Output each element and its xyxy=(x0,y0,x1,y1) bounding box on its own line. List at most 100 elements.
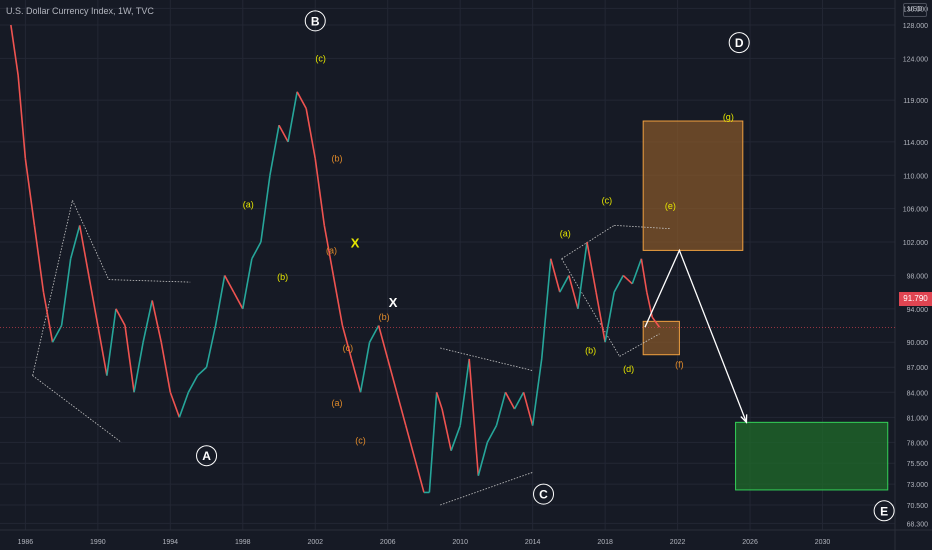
wave-label: (b) xyxy=(277,272,288,282)
x-tick-label: 2010 xyxy=(452,539,468,546)
price-segment xyxy=(142,300,153,343)
price-segment xyxy=(395,392,407,426)
wave-label: X xyxy=(351,236,360,251)
price-segment xyxy=(549,258,561,293)
wave-label-circle xyxy=(533,483,555,505)
wave-label: (c) xyxy=(355,436,366,446)
price-segment xyxy=(377,325,389,360)
y-tick-label: 84.000 xyxy=(907,390,929,397)
y-tick-label: 98.000 xyxy=(907,273,929,280)
price-segment xyxy=(296,91,307,109)
price-segment xyxy=(278,124,289,143)
price-segment xyxy=(459,358,471,426)
price-segment xyxy=(332,275,344,326)
price-segment xyxy=(495,392,507,426)
price-segment xyxy=(577,241,588,309)
price-segment xyxy=(622,274,633,285)
y-tick-label: 119.000 xyxy=(903,98,928,105)
price-segment xyxy=(17,75,27,159)
price-segment xyxy=(124,325,135,393)
wave-label: B xyxy=(311,14,320,28)
price-segment xyxy=(428,392,438,493)
projection-arrow xyxy=(644,248,748,423)
price-segment xyxy=(178,392,190,418)
x-tick-label: 2022 xyxy=(670,539,686,546)
price-segment xyxy=(350,358,362,393)
y-tick-label: 110.000 xyxy=(903,173,928,180)
x-tick-label: 1986 xyxy=(18,539,34,546)
wave-label: (b) xyxy=(379,312,390,322)
wave-label: (d) xyxy=(623,364,634,374)
wave-label: E xyxy=(880,504,888,518)
y-tick-label: 75.500 xyxy=(907,461,929,468)
currency-badge[interactable]: USD xyxy=(903,3,927,17)
price-segment xyxy=(468,358,480,476)
trendline xyxy=(72,200,110,280)
y-tick-label: 68.300 xyxy=(907,521,929,528)
trendline xyxy=(32,375,122,443)
trendline xyxy=(108,279,191,283)
price-segment xyxy=(169,392,181,418)
price-segment xyxy=(604,291,615,343)
wave-label-circle xyxy=(728,32,750,54)
price-segment xyxy=(24,158,36,226)
price-segment xyxy=(196,366,208,377)
x-tick-label: 2030 xyxy=(815,539,831,546)
price-segment xyxy=(640,258,648,293)
price-segment xyxy=(477,442,489,476)
wave-label: (g) xyxy=(723,112,734,122)
wave-label: (a) xyxy=(560,229,571,239)
price-segment xyxy=(435,392,443,410)
price-segment xyxy=(10,24,19,76)
price-segment xyxy=(540,258,552,359)
wave-label: (a) xyxy=(326,245,337,255)
wave-label: (a) xyxy=(331,398,342,408)
price-segment xyxy=(651,316,661,328)
y-tick-label: 94.000 xyxy=(907,307,929,314)
last-price-tag: 91.790 xyxy=(899,292,932,306)
price-segment xyxy=(115,308,126,326)
x-tick-label: 2014 xyxy=(525,539,541,546)
wave-label: (b) xyxy=(585,346,596,356)
price-segment xyxy=(450,425,461,451)
price-segment xyxy=(323,225,335,276)
wave-label: X xyxy=(389,295,398,310)
trendline xyxy=(440,472,533,506)
price-segment xyxy=(305,108,317,159)
wave-label: D xyxy=(735,36,744,50)
x-tick-label: 1990 xyxy=(90,539,106,546)
price-segment xyxy=(486,425,498,443)
price-segment xyxy=(341,325,353,360)
price-segment xyxy=(368,325,380,343)
price-segment xyxy=(241,258,253,309)
wave-label-circle xyxy=(196,445,218,467)
price-segment xyxy=(414,458,425,493)
x-tick-label: 2006 xyxy=(380,539,396,546)
price-segment xyxy=(531,358,543,426)
x-tick-label: 2026 xyxy=(742,539,758,546)
price-segment xyxy=(33,225,45,293)
wave-label-circle xyxy=(873,500,895,522)
y-tick-label: 130.000 xyxy=(903,6,928,13)
price-segment xyxy=(568,275,579,310)
price-segment xyxy=(613,275,624,293)
price-segment xyxy=(69,225,81,259)
price-segment xyxy=(359,342,371,393)
price-segment xyxy=(133,342,144,393)
projection-arrow-head xyxy=(740,414,748,424)
y-tick-label: 90.000 xyxy=(907,340,929,347)
price-segment xyxy=(78,225,90,276)
price-segment xyxy=(233,291,244,310)
price-segment xyxy=(513,391,525,410)
chart-title: U.S. Dollar Currency Index, 1W, TVC xyxy=(6,6,154,16)
price-segment xyxy=(151,300,163,343)
x-tick-label: 2002 xyxy=(307,539,323,546)
wave-label: A xyxy=(202,449,211,463)
price-segment xyxy=(42,291,54,343)
y-tick-label: 81.000 xyxy=(907,415,929,422)
wave-label: (c) xyxy=(602,195,613,205)
price-segment xyxy=(205,325,217,368)
price-segment xyxy=(386,358,398,393)
